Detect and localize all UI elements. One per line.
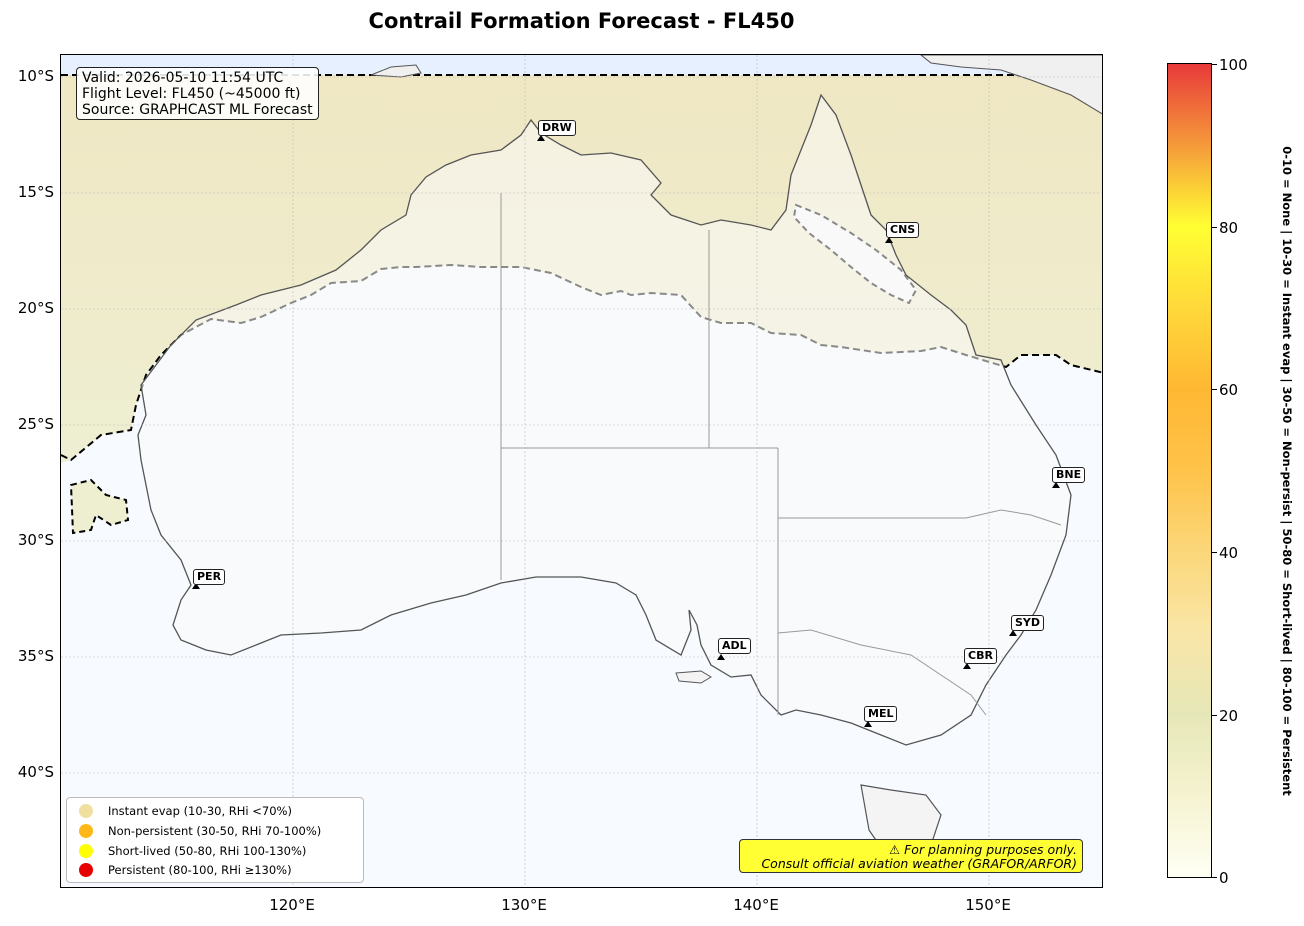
lat-label: 25°S bbox=[17, 415, 54, 433]
colorbar-label: 20 bbox=[1219, 707, 1239, 725]
legend-label: Non-persistent (30-50, RHi 70-100%) bbox=[108, 824, 322, 838]
lat-label: 40°S bbox=[17, 763, 54, 781]
disclaimer-line-2: Consult official aviation weather (GRAFO… bbox=[761, 856, 1077, 871]
colorbar-label: 40 bbox=[1219, 544, 1239, 562]
north-strip bbox=[61, 55, 1102, 75]
map-svg bbox=[61, 55, 1102, 887]
lat-label: 30°S bbox=[17, 531, 54, 549]
legend-item: Short-lived (50-80, RHi 100-130%) bbox=[79, 843, 306, 859]
lon-label: 140°E bbox=[733, 896, 779, 914]
lon-label: 120°E bbox=[269, 896, 315, 914]
colorbar-label: 60 bbox=[1219, 381, 1239, 399]
airport-label-drw[interactable]: DRW bbox=[538, 120, 576, 136]
map-legend: Instant evap (10-30, RHi <70%) Non-persi… bbox=[66, 797, 364, 883]
colorbar-tick bbox=[1212, 877, 1217, 878]
airport-label-cbr[interactable]: CBR bbox=[964, 648, 997, 664]
contrail-island-west bbox=[69, 478, 130, 535]
airport-label-mel[interactable]: MEL bbox=[864, 706, 898, 722]
lon-label: 150°E bbox=[965, 896, 1011, 914]
airport-markers bbox=[192, 135, 1060, 727]
legend-swatch-persistent bbox=[79, 863, 93, 877]
australia-landmass bbox=[137, 93, 1072, 746]
airport-label-per[interactable]: PER bbox=[193, 569, 226, 585]
colorbar-label: 0 bbox=[1219, 869, 1229, 887]
colorbar bbox=[1167, 63, 1212, 878]
png-coast bbox=[920, 55, 1102, 115]
info-flight-level: Flight Level: FL450 (~45000 ft) bbox=[82, 86, 301, 102]
legend-swatch-shortlived bbox=[79, 844, 93, 858]
disclaimer-line-1: ⚠ For planning purposes only. bbox=[889, 842, 1077, 857]
legend-item: Persistent (80-100, RHi ≥130%) bbox=[79, 862, 292, 878]
legend-item: Instant evap (10-30, RHi <70%) bbox=[79, 803, 292, 819]
kangaroo-island bbox=[675, 670, 712, 684]
disclaimer-box: ⚠ For planning purposes only. Consult of… bbox=[739, 839, 1083, 873]
legend-label: Instant evap (10-30, RHi <70%) bbox=[108, 804, 292, 818]
lat-label: 10°S bbox=[17, 67, 54, 85]
legend-swatch-instant bbox=[79, 804, 93, 818]
colorbar-tick bbox=[1212, 715, 1217, 716]
colorbar-label: 100 bbox=[1219, 56, 1248, 74]
lat-label: 35°S bbox=[17, 647, 54, 665]
state-borders bbox=[500, 193, 1062, 716]
colorbar-tick bbox=[1212, 64, 1217, 65]
colorbar-tick bbox=[1212, 389, 1217, 390]
legend-swatch-nonpersistent bbox=[79, 824, 93, 838]
legend-item: Non-persistent (30-50, RHi 70-100%) bbox=[79, 823, 321, 839]
indonesia-coast bbox=[370, 64, 422, 78]
airport-label-syd[interactable]: SYD bbox=[1011, 615, 1045, 631]
colorbar-tick bbox=[1212, 552, 1217, 553]
lat-label: 20°S bbox=[17, 299, 54, 317]
airport-label-cns[interactable]: CNS bbox=[886, 222, 920, 238]
airport-label-adl[interactable]: ADL bbox=[718, 638, 751, 654]
colorbar-label: 80 bbox=[1219, 219, 1239, 237]
info-valid: Valid: 2026-05-10 11:54 UTC bbox=[82, 70, 284, 86]
info-source: Source: GRAPHCAST ML Forecast bbox=[82, 102, 313, 118]
map-panel[interactable] bbox=[60, 54, 1103, 888]
colorbar-caption: 0-10 = None | 10-30 = Instant evap | 30-… bbox=[1280, 146, 1294, 796]
lon-label: 130°E bbox=[501, 896, 547, 914]
colorbar-tick bbox=[1212, 227, 1217, 228]
legend-label: Short-lived (50-80, RHi 100-130%) bbox=[108, 844, 307, 858]
chart-title: Contrail Formation Forecast - FL450 bbox=[368, 9, 795, 33]
info-box: Valid: 2026-05-10 11:54 UTC Flight Level… bbox=[76, 67, 319, 120]
airport-label-bne[interactable]: BNE bbox=[1052, 467, 1086, 483]
lat-label: 15°S bbox=[17, 183, 54, 201]
legend-label: Persistent (80-100, RHi ≥130%) bbox=[108, 863, 292, 877]
